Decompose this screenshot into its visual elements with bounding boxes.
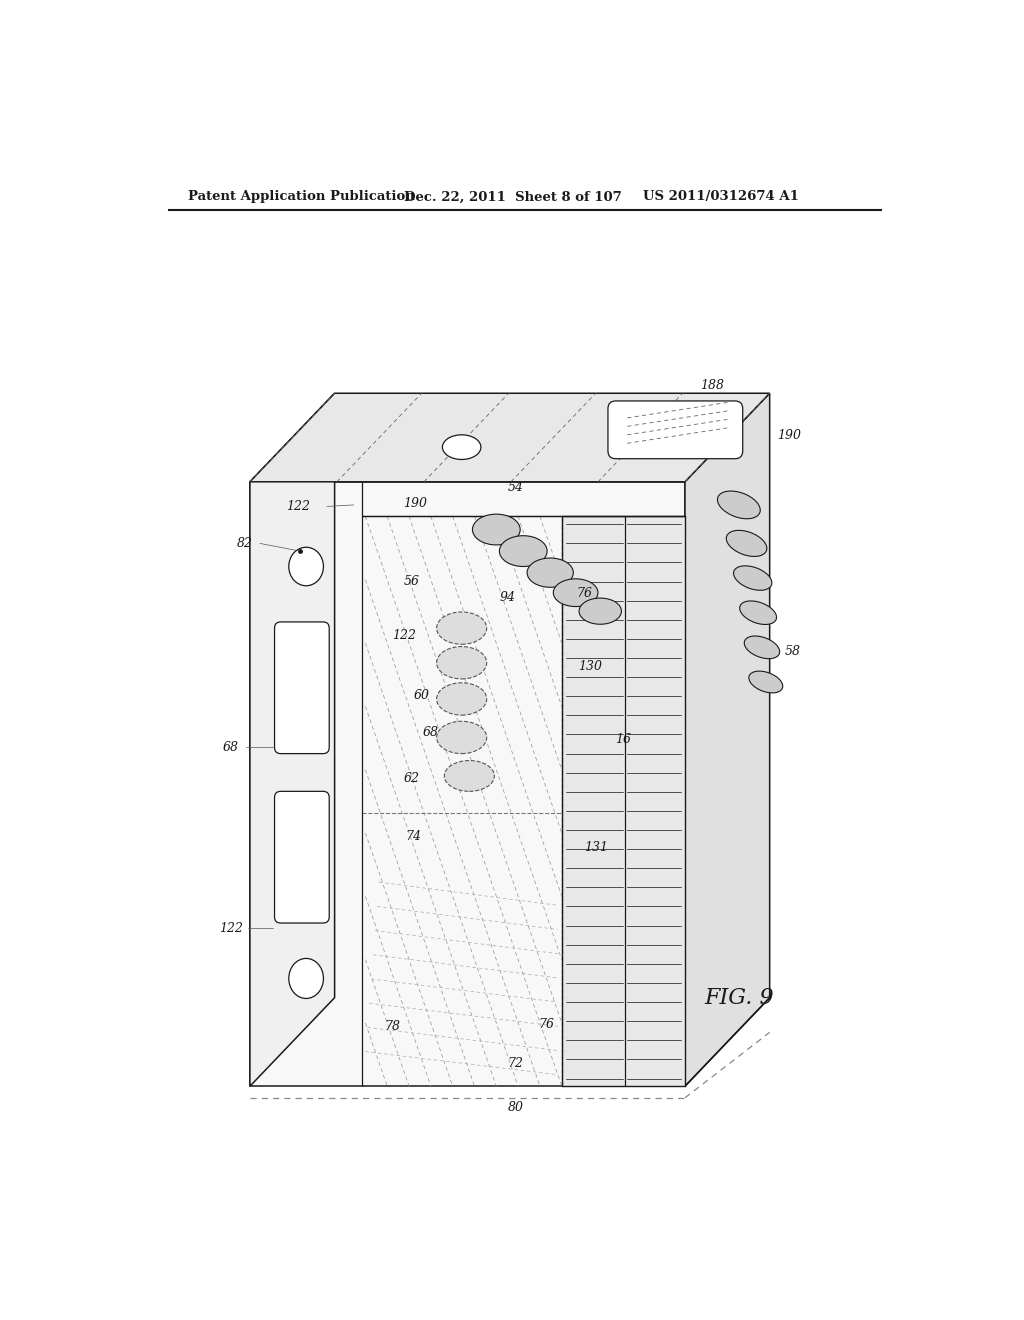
Text: 130: 130	[579, 660, 602, 673]
Text: Patent Application Publication: Patent Application Publication	[188, 190, 415, 203]
Text: 76: 76	[577, 587, 593, 601]
Ellipse shape	[739, 601, 776, 624]
Polygon shape	[250, 393, 335, 1086]
Ellipse shape	[718, 491, 760, 519]
Ellipse shape	[527, 558, 573, 587]
Text: 131: 131	[585, 841, 608, 854]
Ellipse shape	[472, 515, 520, 545]
Text: 82: 82	[237, 537, 253, 550]
Text: 74: 74	[406, 829, 422, 842]
Text: 80: 80	[508, 1101, 523, 1114]
Ellipse shape	[436, 682, 486, 715]
Ellipse shape	[289, 958, 324, 998]
Text: US 2011/0312674 A1: US 2011/0312674 A1	[643, 190, 799, 203]
Text: 72: 72	[508, 1056, 523, 1069]
Text: 76: 76	[539, 1018, 554, 1031]
Text: 68: 68	[423, 726, 439, 739]
Text: 56: 56	[403, 576, 420, 589]
FancyBboxPatch shape	[274, 792, 330, 923]
Ellipse shape	[289, 548, 324, 586]
Text: 122: 122	[392, 630, 416, 643]
Ellipse shape	[436, 612, 486, 644]
Ellipse shape	[749, 671, 782, 693]
Polygon shape	[562, 516, 685, 1086]
Text: Dec. 22, 2011  Sheet 8 of 107: Dec. 22, 2011 Sheet 8 of 107	[403, 190, 622, 203]
FancyBboxPatch shape	[608, 401, 742, 459]
Text: 16: 16	[615, 733, 632, 746]
Ellipse shape	[442, 434, 481, 459]
Ellipse shape	[726, 531, 767, 557]
Text: 58: 58	[784, 644, 801, 657]
Ellipse shape	[733, 566, 772, 590]
Ellipse shape	[444, 760, 495, 792]
Ellipse shape	[580, 598, 622, 624]
Text: 188: 188	[700, 379, 724, 392]
Text: 62: 62	[403, 772, 420, 785]
FancyBboxPatch shape	[274, 622, 330, 754]
Text: FIG. 9: FIG. 9	[705, 987, 774, 1008]
Polygon shape	[250, 482, 685, 1086]
Text: 122: 122	[219, 921, 243, 935]
Text: 60: 60	[414, 689, 430, 702]
Text: 94: 94	[500, 591, 516, 603]
Ellipse shape	[553, 578, 598, 607]
Ellipse shape	[436, 647, 486, 678]
Polygon shape	[685, 393, 770, 1086]
Ellipse shape	[436, 721, 486, 754]
Text: 54: 54	[508, 482, 523, 495]
Text: 68: 68	[222, 741, 239, 754]
Text: 122: 122	[287, 500, 310, 513]
Text: 190: 190	[777, 429, 801, 442]
Polygon shape	[250, 393, 770, 482]
Text: 78: 78	[384, 1019, 400, 1032]
Ellipse shape	[744, 636, 779, 659]
Ellipse shape	[500, 536, 547, 566]
Text: 190: 190	[403, 496, 427, 510]
